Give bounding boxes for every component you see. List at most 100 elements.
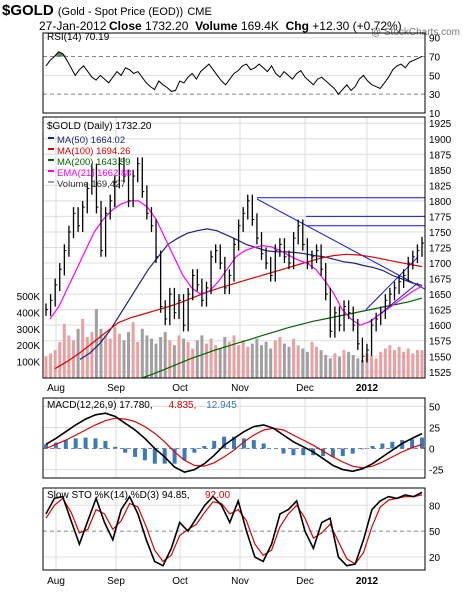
macd-histogram-bar	[133, 448, 138, 457]
price-tick-label: 1650	[429, 290, 452, 301]
macd-panel	[42, 397, 426, 479]
macd-histogram-bar	[420, 437, 424, 449]
volume-bar	[62, 323, 66, 378]
stoch-k-line	[45, 491, 423, 567]
volume-bar	[195, 340, 199, 378]
price-tick-label: 1875	[429, 150, 452, 161]
volume-bar	[255, 338, 259, 378]
price-title: $GOLD (Daily) 1732.20	[47, 121, 152, 132]
ascending-trendline-upper	[365, 256, 419, 310]
x-axis-label: Aug	[47, 576, 65, 587]
symbol-description: (Gold - Spot Price (EOD))	[57, 6, 184, 18]
macd-histogram-bar	[182, 448, 187, 461]
volume-bar	[342, 350, 346, 378]
legend-swatch	[48, 181, 54, 183]
volume-bar	[205, 343, 208, 378]
volume-bar	[351, 355, 355, 378]
symbol-title: $GOLD (Gold - Spot Price (EOD)) CME	[2, 2, 212, 19]
x-axis-label: Nov	[231, 576, 249, 587]
volume-tick-label: 500K	[17, 292, 41, 303]
macd-signal-line	[45, 417, 423, 469]
macd-histogram-bar	[340, 448, 345, 457]
legend-swatch	[48, 137, 54, 139]
volume-bar	[315, 346, 318, 378]
price-tick-label: 1525	[429, 368, 452, 379]
macd-histogram-bar	[73, 438, 78, 449]
volume-bar	[150, 338, 153, 378]
volume-bar	[241, 340, 245, 378]
macd-line	[45, 412, 423, 473]
close-value: 1732.20	[145, 19, 189, 33]
volume-bar	[113, 327, 117, 378]
volume-bar	[209, 338, 213, 378]
macd-histogram-bar	[370, 446, 375, 449]
price-tick-label: 1900	[429, 135, 452, 146]
volume-bar	[420, 350, 424, 378]
macd-histogram-bar	[321, 448, 326, 457]
volume-bar	[67, 335, 71, 378]
chart-header: $GOLD (Gold - Spot Price (EOD)) CME 27-J…	[0, 0, 470, 40]
volume-bar	[250, 343, 254, 378]
volume-bar	[379, 351, 383, 378]
volume-bar	[72, 340, 75, 378]
macd-tick-label: 25	[429, 423, 441, 434]
rsi-tick-label: 70	[429, 53, 441, 64]
volume-bar	[397, 346, 401, 378]
volume-bar	[370, 356, 374, 378]
volume-bar	[415, 350, 419, 378]
volume-bar	[53, 350, 57, 378]
volume-bar	[328, 358, 332, 378]
x-axis-label: Oct	[172, 383, 188, 394]
x-axis-label: Sep	[107, 383, 125, 394]
macd-tick-label: -25	[429, 466, 444, 477]
volume-bar	[117, 333, 121, 378]
price-legend-label: MA(50) 1664.02	[57, 135, 125, 146]
volume-bar	[218, 348, 222, 378]
price-tick-label: 1750	[429, 228, 452, 239]
macd-histogram-bar	[212, 440, 217, 449]
legend-swatch	[48, 170, 54, 172]
volume-bar	[411, 353, 415, 378]
x-axis-label: Nov	[231, 383, 249, 394]
volume-bar	[287, 346, 291, 378]
price-tick-label: 1850	[429, 166, 452, 177]
macd-histogram-bar	[192, 448, 197, 453]
rsi-title: RSI(14) 70.19	[47, 32, 110, 43]
macd-histogram-bar	[301, 448, 306, 456]
macd-histogram-bar	[103, 440, 108, 449]
price-panel	[42, 116, 426, 379]
rsi-panel	[42, 32, 426, 114]
price-legend-label: Volume 169,427	[57, 179, 126, 190]
volume-bar	[159, 337, 163, 378]
volume-bar	[154, 343, 158, 378]
macd-histogram-bar	[44, 444, 48, 449]
macd-histogram-bar	[63, 440, 68, 449]
macd-histogram-bar	[152, 448, 157, 464]
chg-label: Chg	[285, 19, 309, 33]
price-tick-label: 1725	[429, 244, 452, 255]
rsi-tick-label: 10	[429, 109, 441, 120]
volume-bar	[104, 335, 108, 378]
descending-trendline	[256, 198, 426, 290]
price-tick-label: 1600	[429, 321, 452, 332]
volume-bar	[360, 360, 364, 378]
ma-line-ma200	[141, 297, 423, 379]
volume-bar	[347, 351, 351, 378]
volume-bar	[365, 353, 369, 378]
stoch-tick-label: 20	[429, 553, 441, 564]
macd-histogram-bar	[113, 446, 118, 449]
volume-bar	[131, 322, 135, 378]
x-axis-label: Aug	[47, 383, 65, 394]
volume-bar	[374, 358, 378, 378]
volume-tick-label: 200K	[17, 341, 41, 352]
volume-bar	[140, 328, 144, 378]
ma-line-ema21	[49, 200, 423, 326]
volume-bar	[333, 353, 337, 378]
x-axis-label: Dec	[296, 576, 314, 587]
macd-histogram-bar	[291, 448, 296, 456]
x-axis-label: Dec	[296, 383, 314, 394]
rsi-tick-label: 50	[429, 71, 441, 82]
volume-bar	[136, 341, 140, 378]
stoch-tick-label: 50	[429, 527, 441, 538]
volume-bar	[319, 350, 323, 378]
